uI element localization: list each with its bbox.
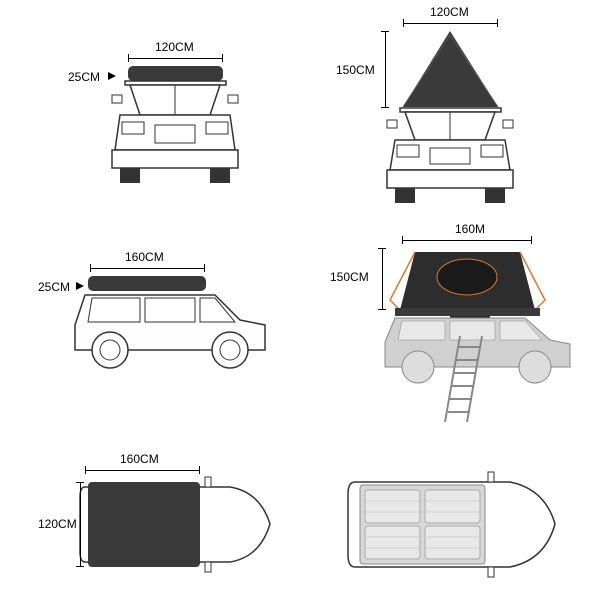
car-top-open-svg (320, 452, 570, 592)
car-front-closed-svg (70, 40, 270, 210)
height-dim-line (385, 31, 386, 108)
width-label: 120CM (430, 5, 469, 19)
panel-side-open: 160M 150CM (320, 222, 580, 432)
height-label: 150CM (336, 63, 375, 77)
width-label: 160M (455, 222, 485, 236)
height-label: 120CM (38, 517, 77, 531)
panel-top-open (320, 452, 570, 592)
height-dim-line (80, 482, 81, 567)
height-arrow (108, 72, 116, 80)
car-front-open-svg (330, 5, 550, 215)
panel-side-closed: 160CM 25CM (40, 250, 280, 390)
height-label: 25CM (68, 70, 100, 84)
width-label: 160CM (125, 250, 164, 264)
panel-top-closed: 160CM 120CM (50, 452, 280, 592)
width-dim-line (402, 240, 532, 241)
car-side-open-svg (320, 222, 580, 432)
width-dim-line (90, 268, 205, 269)
height-dim-line (382, 248, 383, 310)
width-dim-line (403, 23, 498, 24)
panel-front-open: 120CM 150CM (330, 5, 550, 215)
car-side-closed-svg (40, 250, 280, 390)
width-dim-line (85, 470, 200, 471)
height-label: 150CM (330, 270, 369, 284)
height-label: 25CM (38, 280, 70, 294)
panel-front-closed: 120CM 25CM (70, 40, 270, 210)
width-label: 120CM (155, 40, 194, 54)
height-arrow (76, 282, 84, 290)
width-label: 160CM (120, 452, 159, 466)
width-dim-line (128, 58, 223, 59)
